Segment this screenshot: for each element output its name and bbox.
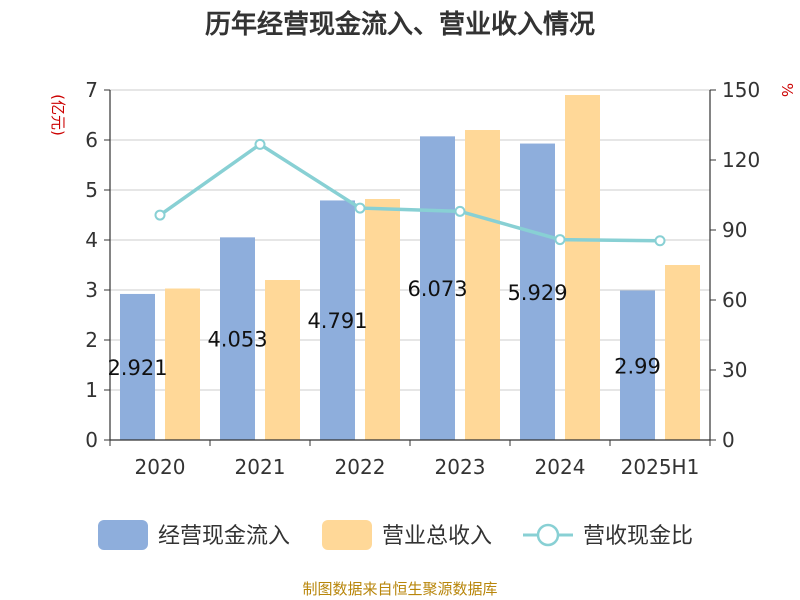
legend-label: 营业总收入 <box>382 524 492 549</box>
bar-cash-inflow <box>220 237 255 440</box>
bar-data-label: 5.929 <box>507 281 567 305</box>
bar-data-label: 6.073 <box>407 277 467 301</box>
left-tick-label: 7 <box>85 78 98 102</box>
left-tick-label: 1 <box>85 378 98 402</box>
right-tick-label: 60 <box>722 288 747 312</box>
legend-marker <box>536 523 560 547</box>
ratio-line-series <box>154 138 666 247</box>
left-tick-label: 0 <box>85 428 98 452</box>
right-axis-unit: % <box>778 83 796 97</box>
bar-data-label: 2.921 <box>107 356 167 380</box>
bar-data-label: 4.791 <box>307 309 367 333</box>
data-labels: 2.921 4.053 4.791 6.073 5.929 2.99 <box>107 277 660 380</box>
bar-revenue <box>365 199 400 440</box>
left-tick-label: 2 <box>85 328 98 352</box>
ratio-point <box>254 138 266 150</box>
x-tick-label: 2023 <box>435 455 486 479</box>
bar-revenue <box>565 95 600 440</box>
bar-data-label: 2.99 <box>614 354 661 378</box>
x-tick-label: 2020 <box>135 455 186 479</box>
legend-label: 经营现金流入 <box>158 524 290 549</box>
ratio-point <box>454 205 466 217</box>
bar-revenue <box>665 265 700 440</box>
bar-revenue <box>465 130 500 440</box>
ratio-point <box>654 235 666 247</box>
legend-swatch <box>98 520 148 550</box>
right-tick-label: 90 <box>722 218 747 242</box>
ratio-line <box>158 142 661 243</box>
right-tick-label: 150 <box>722 78 760 102</box>
x-tick-label: 2021 <box>235 455 286 479</box>
bar-cash-inflow <box>420 136 455 440</box>
x-tick-label: 2024 <box>535 455 586 479</box>
source-note: 制图数据来自恒生聚源数据库 <box>302 580 497 598</box>
right-tick-label: 30 <box>722 358 747 382</box>
bar-revenue <box>165 288 200 440</box>
ratio-point <box>354 202 366 214</box>
gridlines <box>110 89 710 391</box>
bar-series <box>120 95 700 441</box>
left-tick-label: 3 <box>85 278 98 302</box>
x-tick-label: 2025H1 <box>621 455 700 479</box>
bar-revenue <box>265 280 300 440</box>
left-axis-unit: (亿元) <box>49 94 67 136</box>
legend: 经营现金流入 营业总收入 营收现金比 <box>98 520 693 550</box>
right-tick-label: 120 <box>722 148 760 172</box>
axes: 0 1 2 3 4 5 6 7 0 30 60 90 120 150 2020 2021 2022 2023 202… <box>85 78 760 479</box>
right-tick-label: 0 <box>722 428 735 452</box>
x-tick-label: 2022 <box>335 455 386 479</box>
left-tick-label: 4 <box>85 228 98 252</box>
ratio-point <box>154 209 166 221</box>
bar-cash-inflow <box>620 290 655 440</box>
ratio-point <box>554 234 566 246</box>
legend-label: 营收现金比 <box>583 524 693 549</box>
legend-swatch <box>322 520 372 550</box>
left-tick-label: 6 <box>85 128 98 152</box>
bar-cash-inflow <box>520 143 555 441</box>
left-tick-label: 5 <box>85 178 98 202</box>
bar-cash-inflow <box>120 293 155 440</box>
bar-data-label: 4.053 <box>207 328 267 352</box>
chart-title: 历年经营现金流入、营业收入情况 <box>205 9 595 40</box>
bar-cash-inflow <box>320 200 355 440</box>
